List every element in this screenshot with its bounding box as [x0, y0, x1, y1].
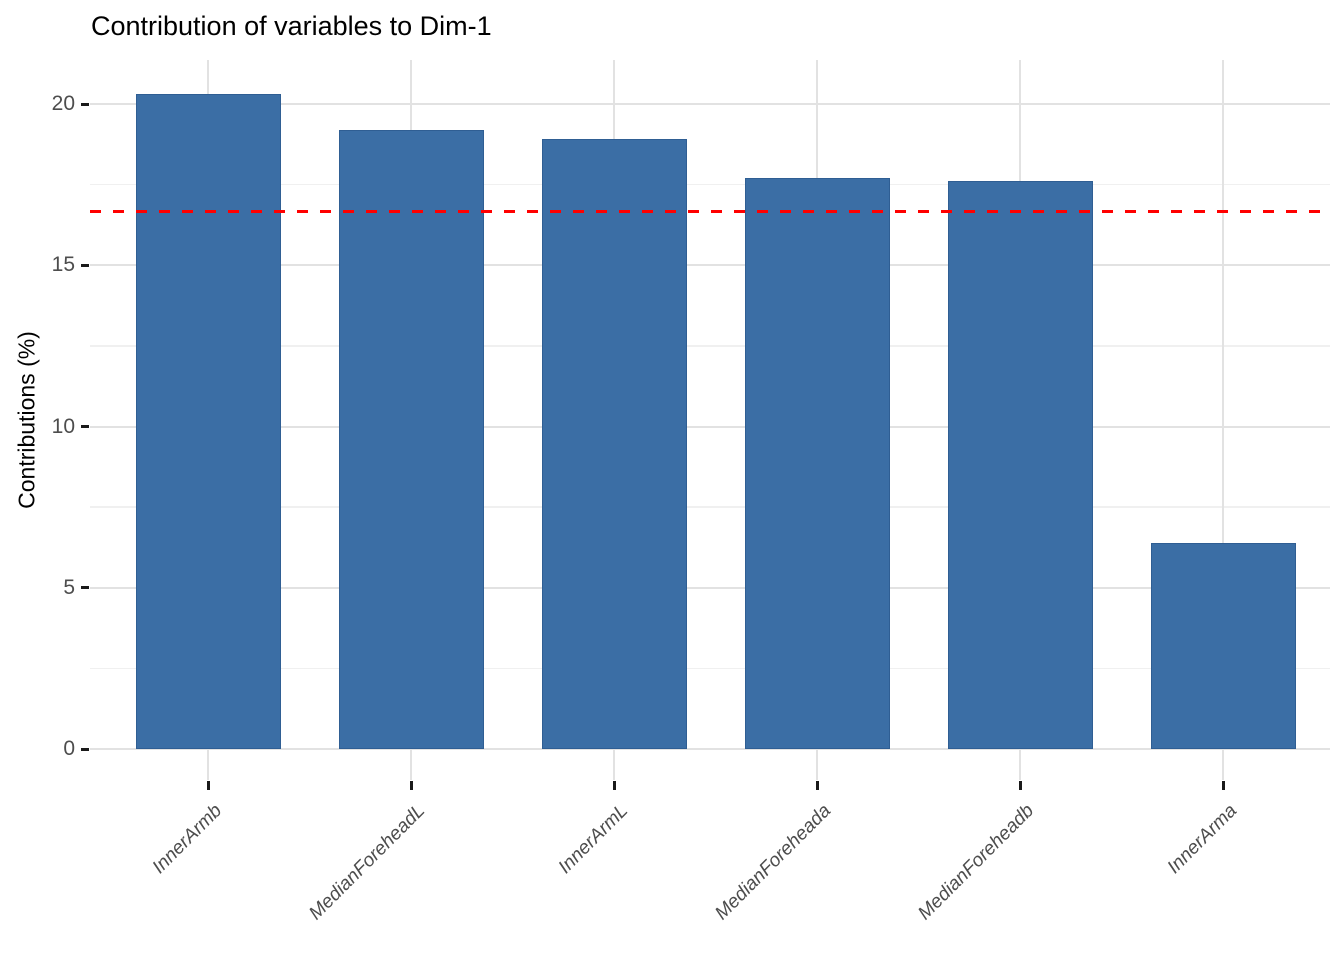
- x-tick-label: MedianForeheada: [711, 800, 836, 925]
- x-tick-label: InnerArmL: [554, 800, 633, 878]
- reference-line: [90, 209, 1330, 213]
- x-gridline: [1222, 60, 1224, 780]
- x-tick: [1018, 781, 1022, 790]
- x-tick-label: InnerArmb: [148, 800, 227, 878]
- y-major-gridline: [90, 425, 1330, 428]
- bar-innerarma: [1150, 542, 1296, 749]
- y-tick: [81, 425, 89, 428]
- bar-medianforeheadl: [338, 129, 484, 749]
- bar-innerarmb: [135, 94, 281, 749]
- y-tick: [81, 263, 89, 267]
- y-tick: [81, 747, 89, 751]
- x-tick-label: MedianForeheadL: [305, 800, 430, 925]
- y-tick-label: 0: [63, 737, 75, 760]
- x-tick-label: InnerArma: [1163, 800, 1242, 878]
- x-tick-label: MedianForeheadb: [914, 800, 1039, 925]
- chart-title: Contribution of variables to Dim-1: [91, 11, 492, 41]
- y-tick: [81, 586, 89, 590]
- x-tick: [612, 781, 616, 790]
- y-major-gridline: [90, 586, 1330, 589]
- y-tick-label: 10: [51, 414, 75, 438]
- y-minor-gridline: [90, 345, 1330, 347]
- y-minor-gridline: [90, 667, 1330, 670]
- bar-medianforeheadb: [947, 181, 1093, 749]
- x-tick: [1221, 781, 1225, 790]
- x-tick: [815, 781, 819, 790]
- bar-innerarml: [541, 139, 687, 749]
- y-minor-gridline: [90, 183, 1330, 186]
- y-tick-label: 20: [51, 92, 75, 115]
- y-tick: [81, 102, 89, 106]
- bar-medianforeheada: [744, 178, 890, 749]
- y-minor-gridline: [90, 506, 1330, 508]
- y-tick-label: 5: [63, 575, 75, 599]
- y-tick-label: 15: [51, 253, 75, 277]
- y-major-gridline: [90, 103, 1330, 105]
- y-major-gridline: [90, 748, 1330, 750]
- y-major-gridline: [90, 264, 1330, 267]
- x-tick: [409, 781, 413, 790]
- x-tick: [206, 781, 210, 790]
